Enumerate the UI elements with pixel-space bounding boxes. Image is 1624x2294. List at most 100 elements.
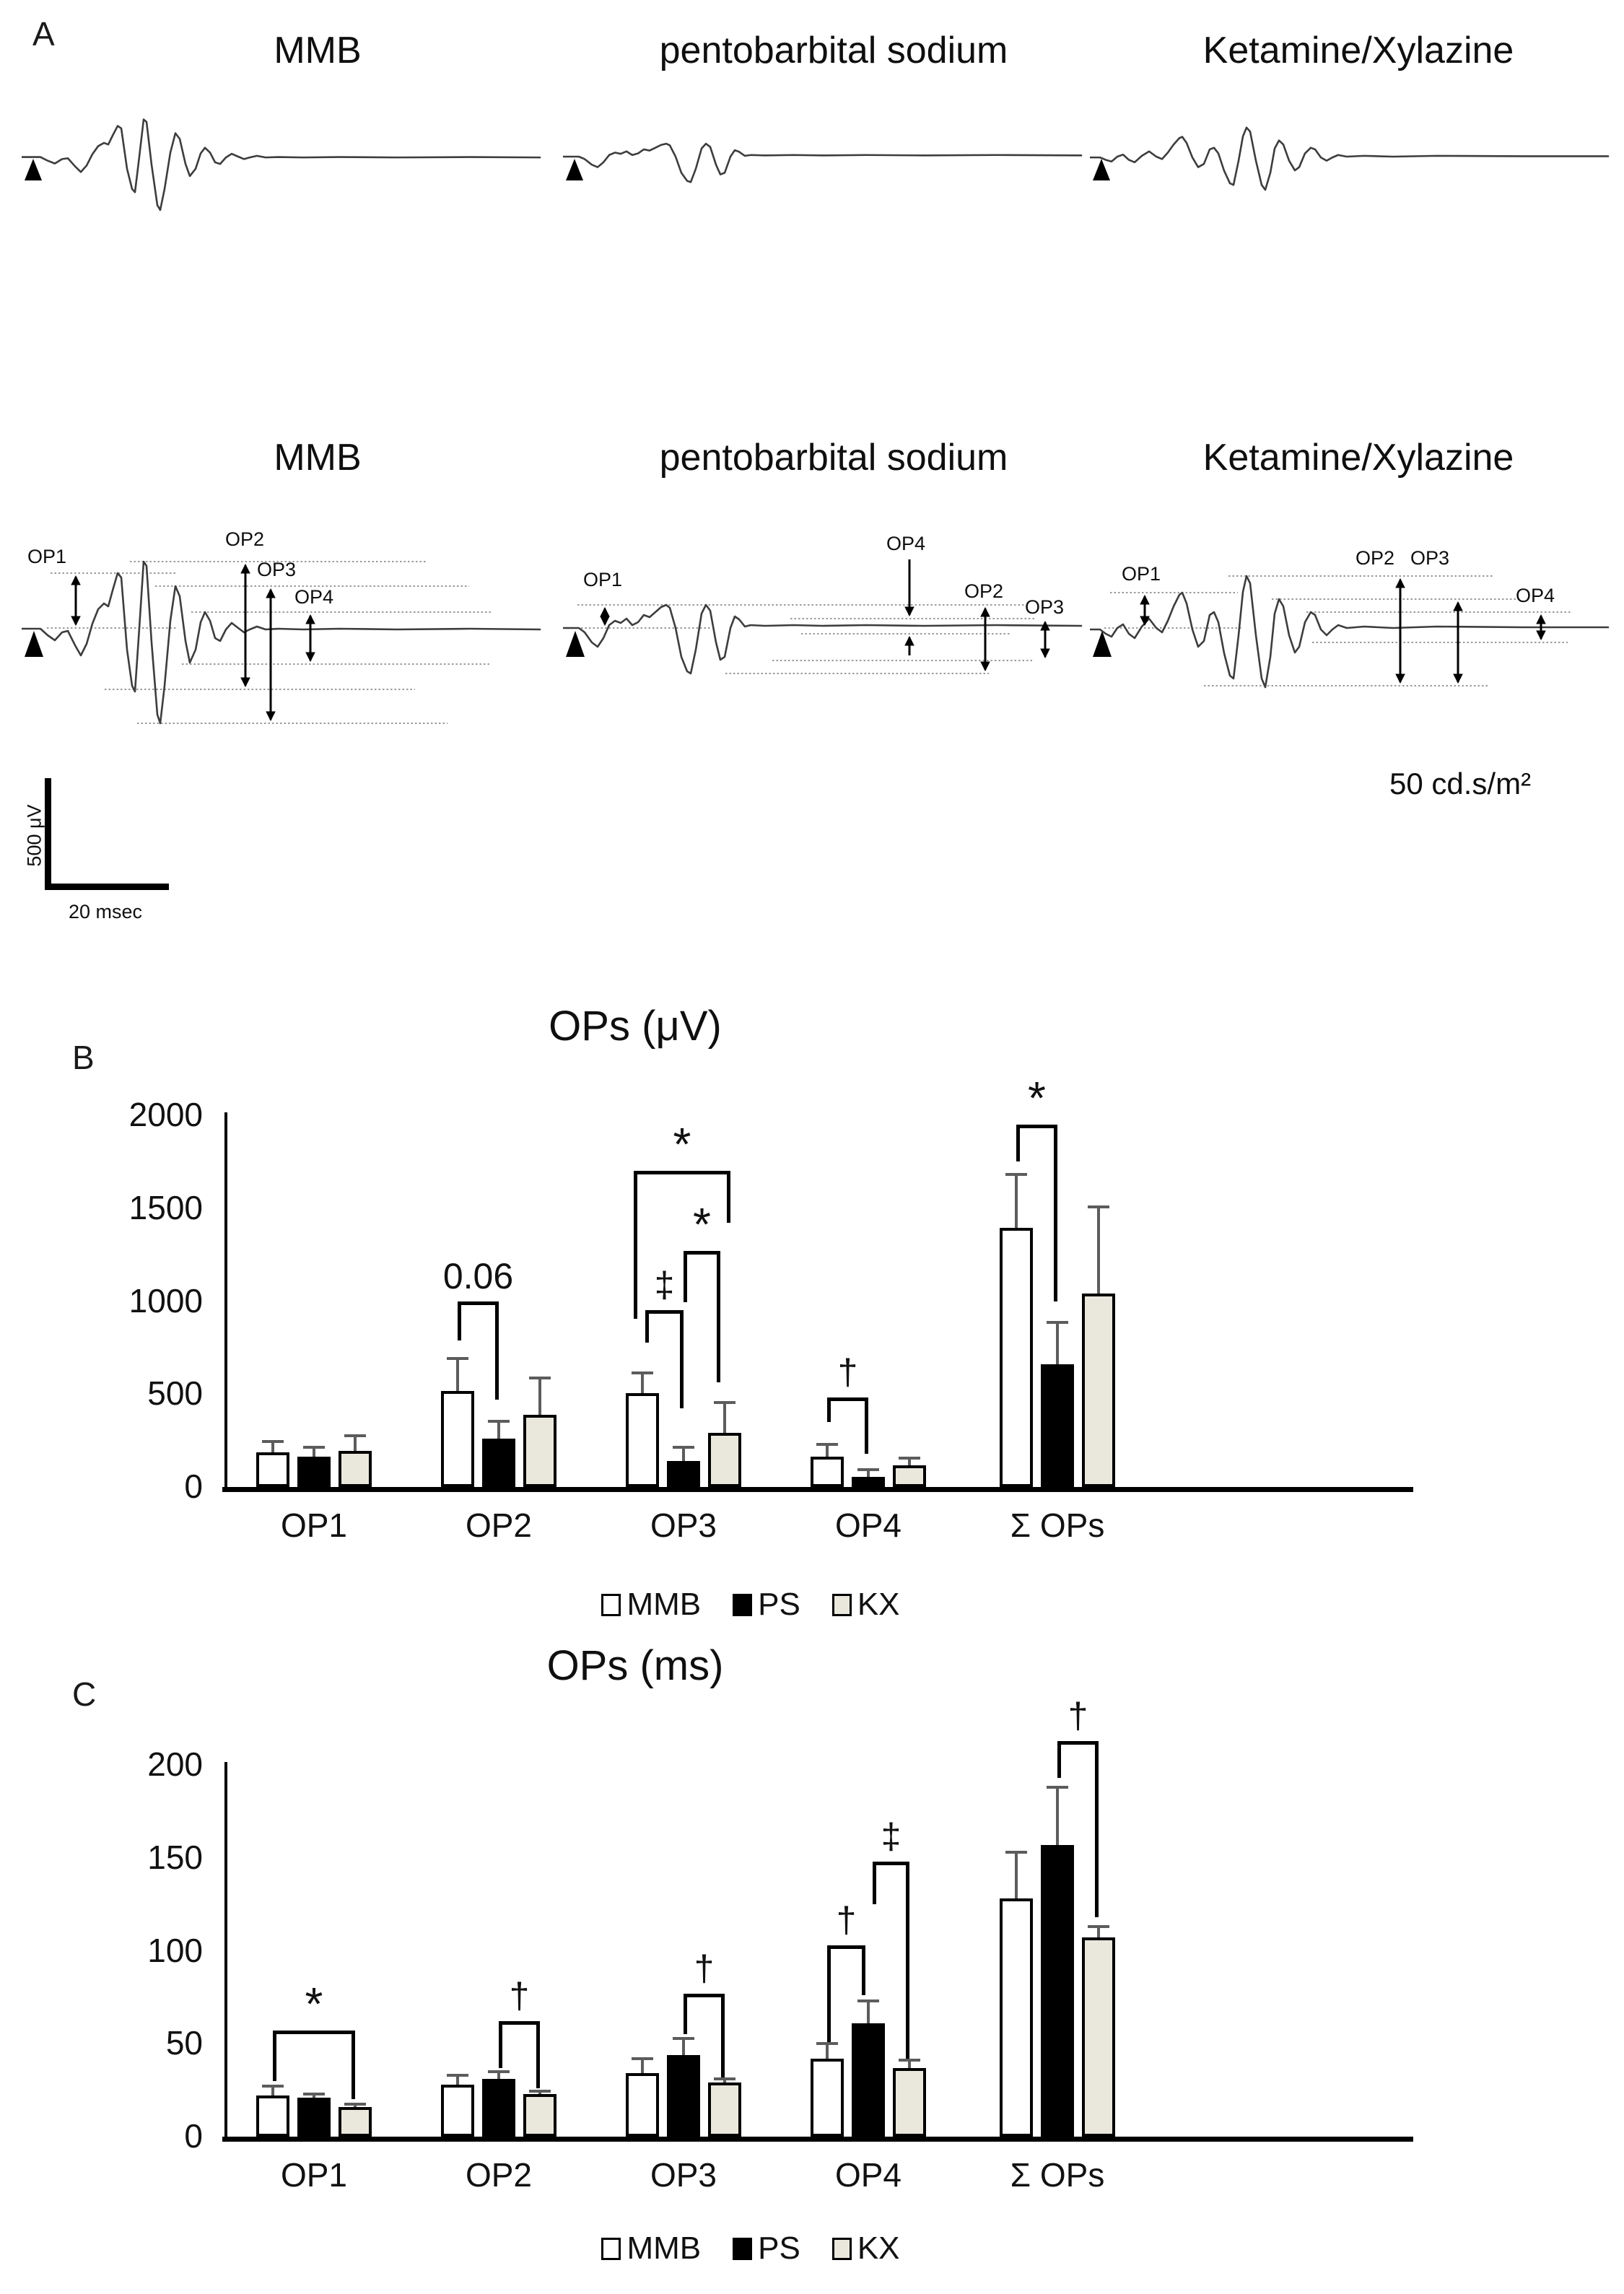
sig-bracket-post [1057, 1740, 1061, 1779]
sig-bracket-post [680, 1310, 684, 1408]
panel-c-label: C [72, 1675, 97, 1713]
error-bar-cap [447, 1357, 468, 1361]
bar-OP4-MMB [811, 1456, 844, 1487]
bar-OP4-KX [893, 1465, 926, 1487]
bar-OP2-PS [482, 2079, 515, 2137]
error-bar-cap [899, 1457, 920, 1460]
sig-bracket-post [865, 1397, 868, 1454]
y-tick-label: 0 [184, 1467, 203, 1505]
legend-label: PS [758, 2230, 800, 2266]
bar-OP1-PS [297, 1456, 331, 1487]
op3-label: OP3 [1410, 547, 1449, 569]
op1-label: OP1 [583, 569, 622, 590]
error-bar [1056, 1322, 1059, 1365]
error-bar-cap [1047, 1785, 1068, 1789]
bar-OP2-KX [523, 2093, 556, 2137]
legend-item: MMB [601, 2230, 701, 2267]
panel-b-label: B [72, 1039, 95, 1076]
error-bar [1015, 1852, 1018, 1899]
sig-bracket-post [727, 1171, 730, 1224]
amplitude-arrows [71, 563, 315, 722]
erg-trace [563, 603, 1083, 675]
panel-c-title: OPs (ms) [546, 1642, 724, 1689]
y-axis-line [224, 1762, 227, 2137]
reference-lines [573, 604, 1036, 674]
sig-bracket-post [862, 1945, 865, 1996]
error-bar-cap [529, 2089, 551, 2093]
error-bar [1056, 1787, 1059, 1845]
error-bar [867, 2001, 870, 2023]
legend-item: PS [733, 1587, 800, 1623]
column-header-ps-row1: pentobarbital sodium [659, 30, 1008, 71]
op4-label: OP4 [886, 533, 925, 554]
category-label: OP3 [650, 2156, 717, 2194]
error-bar-cap [673, 2036, 694, 2040]
time-scale-label: 20 msec [69, 901, 143, 923]
y-tick-label: 500 [147, 1374, 203, 1413]
sig-bracket-bar [827, 1397, 868, 1402]
error-bar-cap [447, 2074, 468, 2077]
sig-bracket-bar [499, 2021, 540, 2025]
error-bar-cap [303, 2092, 325, 2095]
stimulus-marker-icon [566, 631, 585, 657]
op3-label: OP3 [1025, 596, 1064, 618]
sig-bracket-post [827, 1945, 831, 2042]
op1-label: OP1 [1122, 563, 1161, 585]
category-label: OP1 [280, 2156, 348, 2194]
sig-bracket-bar [645, 1310, 684, 1314]
y-tick-label: 200 [147, 1745, 203, 1783]
bar-Σ OPs-MMB [1000, 1227, 1033, 1487]
erg-trace [22, 119, 540, 209]
error-bar [723, 1402, 726, 1434]
stimulus-marker-icon [25, 631, 43, 657]
bar-OP3-KX [708, 1433, 741, 1487]
legend-swatch [831, 2237, 852, 2260]
sig-bracket-post [721, 1993, 725, 2077]
bar-OP2-MMB [441, 2084, 474, 2137]
error-bar-cap [899, 2059, 920, 2062]
op2-label: OP2 [1355, 547, 1394, 569]
category-label: OP4 [834, 2156, 902, 2194]
op3-label: OP3 [257, 559, 296, 580]
bar-Σ OPs-PS [1041, 1364, 1074, 1487]
y-axis-line [224, 1112, 227, 1487]
op4-label: OP4 [294, 586, 333, 608]
sig-bracket-bar [1057, 1740, 1099, 1745]
error-bar-cap [857, 1999, 879, 2003]
sig-label: † [1068, 1695, 1088, 1736]
category-label: OP2 [465, 1506, 533, 1544]
y-tick-label: 0 [184, 2117, 203, 2155]
legend-swatch [733, 1593, 753, 1616]
sig-label: 0.06 [442, 1255, 514, 1296]
error-bar-cap [714, 1400, 735, 1404]
error-bar [456, 2075, 459, 2085]
bar-OP4-PS [852, 2023, 885, 2137]
bar-OP4-MMB [811, 2058, 844, 2137]
legend-item: KX [831, 2230, 900, 2267]
reference-lines [47, 561, 491, 724]
sig-bracket-post [827, 1397, 831, 1422]
sig-bracket-post [499, 2021, 502, 2068]
sig-bracket-post [645, 1310, 649, 1343]
column-header-ps-row2: pentobarbital sodium [659, 437, 1008, 479]
sig-bracket-post [906, 1861, 909, 2059]
sig-bracket-bar [684, 1993, 725, 1997]
error-bar-cap [857, 1467, 879, 1471]
error-bar-cap [632, 2057, 653, 2060]
voltage-scale-bar [45, 778, 51, 890]
sig-label: * [305, 1978, 323, 2031]
bar-Σ OPs-PS [1041, 1844, 1074, 2137]
sig-bracket-post [684, 1993, 687, 2035]
sig-bracket-bar [634, 1171, 730, 1175]
error-bar-cap [303, 1445, 325, 1449]
error-bar [1015, 1174, 1018, 1228]
voltage-scale-label: 500 μV [23, 804, 45, 867]
bar-OP2-KX [523, 1414, 556, 1487]
category-label: Σ OPs [1010, 2156, 1105, 2194]
error-bar-cap [673, 1445, 694, 1449]
sig-label: * [1028, 1071, 1046, 1124]
error-bar [497, 2071, 500, 2080]
stimulus-marker-icon [1093, 631, 1112, 657]
sig-bracket-post [495, 1301, 499, 1400]
op4-label: OP4 [1516, 585, 1555, 606]
